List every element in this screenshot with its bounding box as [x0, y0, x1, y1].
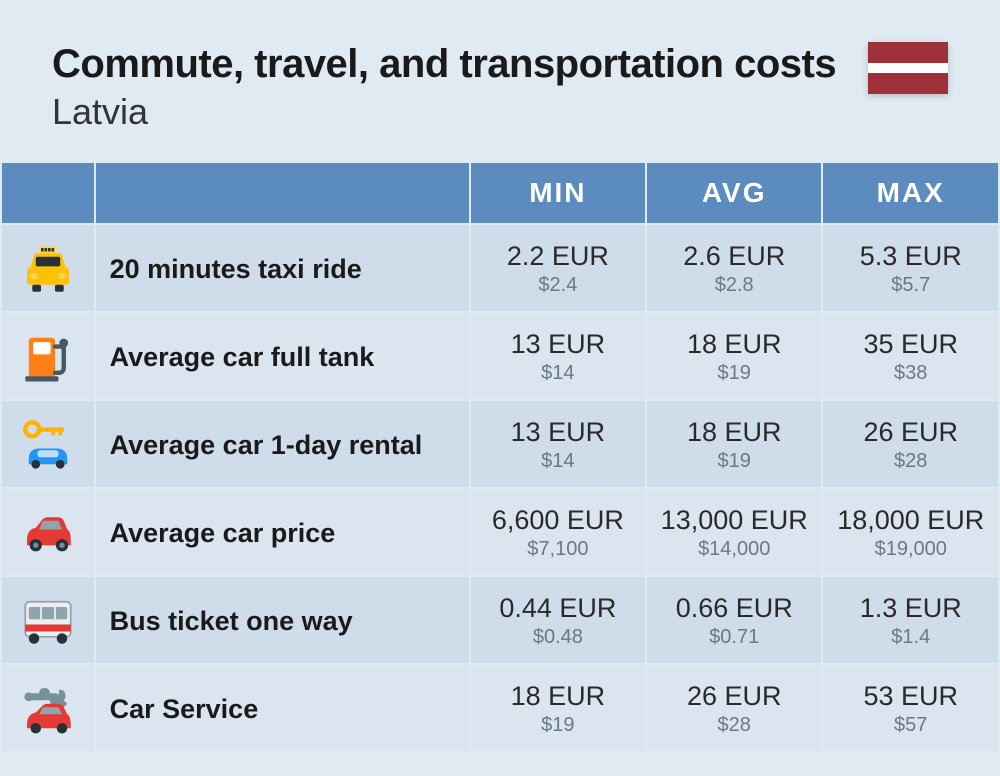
table-header-row: MIN AVG MAX: [2, 163, 998, 223]
avg-eur: 26 EUR: [655, 681, 814, 712]
max-usd: $57: [831, 714, 990, 737]
row-avg: 2.6 EUR $2.8: [647, 225, 822, 311]
row-min: 2.2 EUR $2.4: [471, 225, 645, 311]
car-key-icon: [10, 415, 86, 475]
row-avg: 18 EUR $19: [647, 313, 822, 399]
row-avg: 13,000 EUR $14,000: [647, 489, 822, 575]
min-usd: $14: [479, 362, 637, 385]
bus-icon: [10, 591, 86, 651]
row-avg: 26 EUR $28: [647, 665, 822, 751]
avg-eur: 2.6 EUR: [655, 241, 814, 272]
avg-eur: 18 EUR: [655, 329, 814, 360]
row-max: 5.3 EUR $5.7: [823, 225, 998, 311]
min-eur: 2.2 EUR: [479, 241, 637, 272]
max-eur: 26 EUR: [831, 417, 990, 448]
row-icon-cell: [2, 665, 94, 751]
flag-stripe-1: [868, 42, 948, 63]
avg-usd: $28: [655, 714, 814, 737]
table-row: Average car full tank 13 EUR $14 18 EUR …: [2, 313, 998, 399]
row-max: 35 EUR $38: [823, 313, 998, 399]
max-usd: $19,000: [831, 538, 990, 561]
min-usd: $14: [479, 450, 637, 473]
avg-usd: $0.71: [655, 626, 814, 649]
table-row: Bus ticket one way 0.44 EUR $0.48 0.66 E…: [2, 577, 998, 663]
header-max: MAX: [823, 163, 998, 223]
row-max: 26 EUR $28: [823, 401, 998, 487]
avg-eur: 0.66 EUR: [655, 593, 814, 624]
header-icon-col: [2, 163, 94, 223]
header-label-col: [96, 163, 469, 223]
avg-usd: $19: [655, 450, 814, 473]
row-min: 18 EUR $19: [471, 665, 645, 751]
max-eur: 53 EUR: [831, 681, 990, 712]
page-title: Commute, travel, and transportation cost…: [52, 42, 836, 87]
min-eur: 13 EUR: [479, 329, 637, 360]
row-label: Average car price: [96, 489, 469, 575]
max-eur: 35 EUR: [831, 329, 990, 360]
table-row: 20 minutes taxi ride 2.2 EUR $2.4 2.6 EU…: [2, 225, 998, 311]
car-icon: [10, 503, 86, 563]
min-usd: $2.4: [479, 274, 637, 297]
max-usd: $1.4: [831, 626, 990, 649]
header-avg: AVG: [647, 163, 822, 223]
row-label: Average car full tank: [96, 313, 469, 399]
avg-eur: 13,000 EUR: [655, 505, 814, 536]
min-eur: 6,600 EUR: [479, 505, 637, 536]
min-eur: 13 EUR: [479, 417, 637, 448]
title-block: Commute, travel, and transportation cost…: [52, 42, 836, 133]
flag-icon: [868, 42, 948, 94]
car-service-icon: [10, 679, 86, 739]
row-min: 13 EUR $14: [471, 401, 645, 487]
max-usd: $28: [831, 450, 990, 473]
row-min: 0.44 EUR $0.48: [471, 577, 645, 663]
page-subtitle: Latvia: [52, 91, 836, 133]
avg-eur: 18 EUR: [655, 417, 814, 448]
max-usd: $38: [831, 362, 990, 385]
avg-usd: $19: [655, 362, 814, 385]
row-label: Car Service: [96, 665, 469, 751]
max-eur: 5.3 EUR: [831, 241, 990, 272]
min-eur: 0.44 EUR: [479, 593, 637, 624]
taxi-icon: [10, 239, 86, 299]
row-label: 20 minutes taxi ride: [96, 225, 469, 311]
row-icon-cell: [2, 313, 94, 399]
flag-stripe-2: [868, 63, 948, 73]
avg-usd: $2.8: [655, 274, 814, 297]
max-eur: 18,000 EUR: [831, 505, 990, 536]
table-row: Car Service 18 EUR $19 26 EUR $28 53 EUR…: [2, 665, 998, 751]
row-max: 1.3 EUR $1.4: [823, 577, 998, 663]
min-usd: $7,100: [479, 538, 637, 561]
cost-table: MIN AVG MAX 20 minutes taxi ride 2.2 EUR…: [0, 161, 1000, 753]
row-max: 53 EUR $57: [823, 665, 998, 751]
row-icon-cell: [2, 577, 94, 663]
row-label: Average car 1-day rental: [96, 401, 469, 487]
flag-stripe-3: [868, 73, 948, 94]
row-icon-cell: [2, 401, 94, 487]
row-icon-cell: [2, 489, 94, 575]
row-min: 13 EUR $14: [471, 313, 645, 399]
min-eur: 18 EUR: [479, 681, 637, 712]
max-eur: 1.3 EUR: [831, 593, 990, 624]
row-avg: 18 EUR $19: [647, 401, 822, 487]
header-min: MIN: [471, 163, 645, 223]
min-usd: $19: [479, 714, 637, 737]
min-usd: $0.48: [479, 626, 637, 649]
table-row: Average car 1-day rental 13 EUR $14 18 E…: [2, 401, 998, 487]
row-icon-cell: [2, 225, 94, 311]
fuel-pump-icon: [10, 327, 86, 387]
row-min: 6,600 EUR $7,100: [471, 489, 645, 575]
row-avg: 0.66 EUR $0.71: [647, 577, 822, 663]
table-row: Average car price 6,600 EUR $7,100 13,00…: [2, 489, 998, 575]
header: Commute, travel, and transportation cost…: [0, 0, 1000, 161]
row-max: 18,000 EUR $19,000: [823, 489, 998, 575]
max-usd: $5.7: [831, 274, 990, 297]
avg-usd: $14,000: [655, 538, 814, 561]
row-label: Bus ticket one way: [96, 577, 469, 663]
